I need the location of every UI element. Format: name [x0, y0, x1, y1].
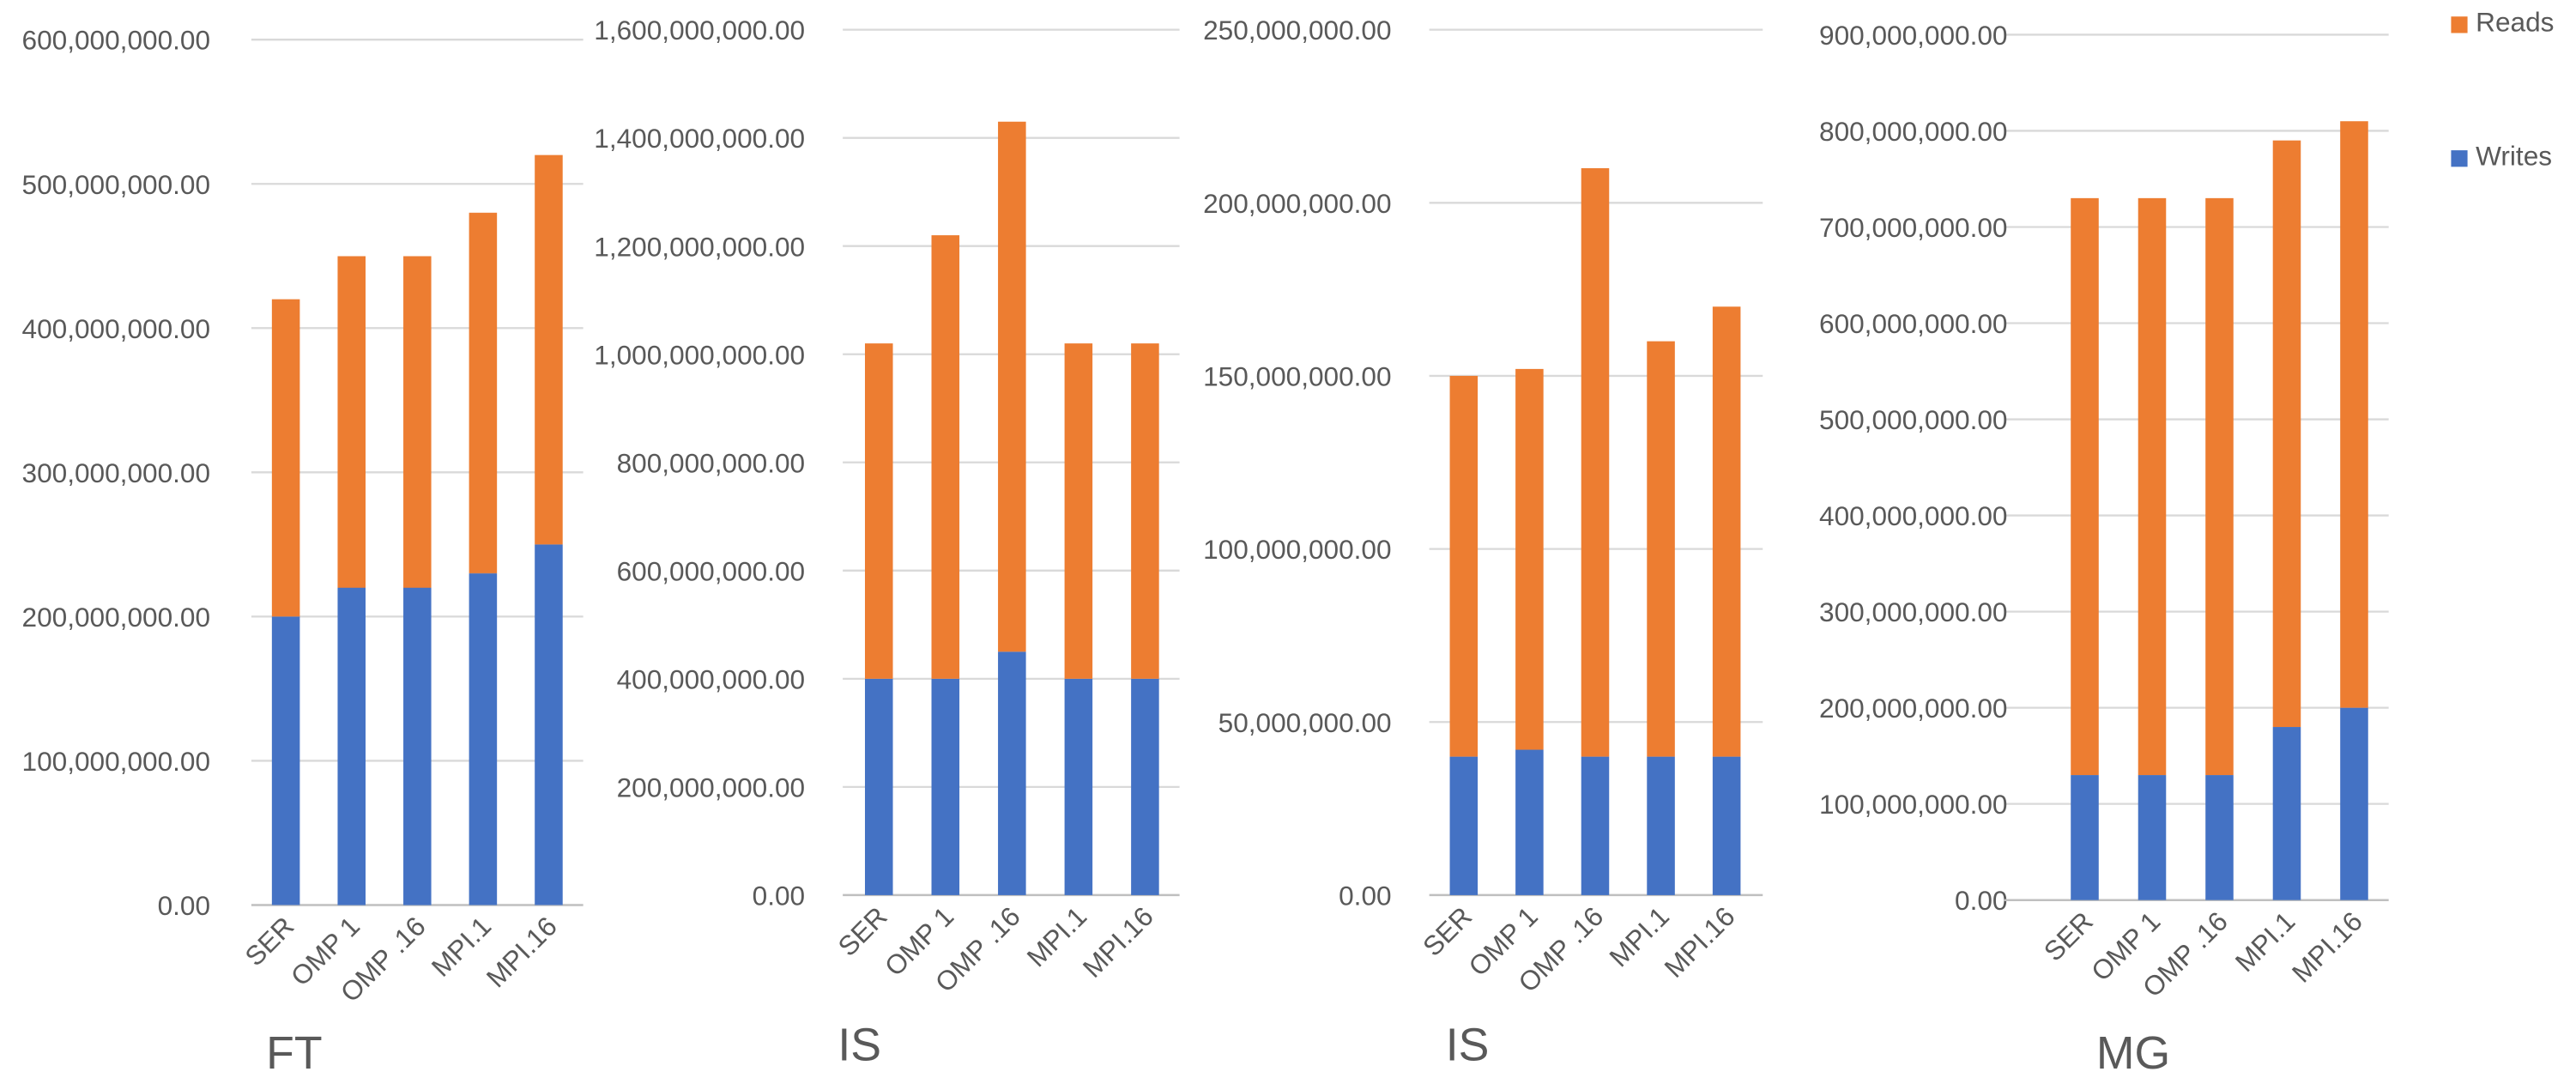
bar-writes	[2071, 775, 2099, 900]
y-tick-label: 250,000,000.00	[1203, 15, 1392, 45]
bar-writes	[2272, 727, 2301, 900]
y-tick-label: 100,000,000.00	[22, 746, 211, 777]
bar-writes	[2340, 707, 2368, 900]
y-tick-label: 500,000,000.00	[22, 169, 211, 200]
bar-writes	[1064, 678, 1093, 895]
bar-reads	[469, 212, 498, 573]
bar-writes	[403, 587, 432, 905]
y-tick-label: 50,000,000.00	[1218, 707, 1392, 738]
chart-title: IS	[838, 1019, 882, 1070]
y-tick-label: 400,000,000.00	[1819, 500, 2008, 531]
bar-writes	[535, 544, 563, 905]
bar-reads	[1712, 306, 1741, 757]
bar-reads	[1581, 167, 1610, 757]
bar-writes	[1581, 756, 1610, 895]
y-tick-label: 900,000,000.00	[1819, 20, 2008, 51]
bar-reads	[271, 299, 300, 617]
chart-legend: Reads Writes	[2451, 0, 2576, 198]
y-tick-label: 1,400,000,000.00	[594, 123, 805, 154]
y-tick-label: 0.00	[1339, 880, 1391, 911]
legend-item-writes: Writes	[2451, 142, 2552, 173]
y-tick-label: 700,000,000.00	[1819, 212, 2008, 243]
bar-reads	[1449, 375, 1478, 757]
bar-writes	[2205, 775, 2234, 900]
x-category-label: MPI.16	[1658, 900, 1740, 984]
bar-reads	[535, 154, 563, 545]
y-tick-label: 200,000,000.00	[1203, 188, 1392, 219]
bar-reads	[1131, 343, 1159, 679]
y-tick-label: 600,000,000.00	[1819, 308, 2008, 339]
chart-mg-plot: 0.00 100,000,000.00 200,000,000.00 300,000,…	[1819, 20, 2389, 1003]
bar-writes	[337, 587, 366, 905]
bar-reads	[1647, 341, 1675, 757]
chart-title: MG	[2095, 1026, 2171, 1079]
legend-label-writes: Writes	[2476, 142, 2553, 173]
y-tick-label: 600,000,000.00	[617, 555, 806, 586]
bar-writes	[931, 678, 960, 895]
chart-panel-ft: 0.00 100,000,000.00 200,000,000.00 300,000,…	[0, 0, 591, 1090]
y-tick-label: 200,000,000.00	[1819, 693, 2008, 724]
y-tick-label: 800,000,000.00	[1819, 116, 2008, 147]
reads-swatch-icon	[2451, 15, 2468, 33]
bar-reads	[931, 235, 960, 679]
chart-title: FT	[266, 1026, 323, 1079]
y-tick-label: 0.00	[753, 880, 805, 911]
chart-is-1-plot: 0.00 200,000,000.00 400,000,000.00 600,000,…	[594, 15, 1180, 998]
bar-writes	[998, 651, 1026, 895]
bar-reads	[2272, 140, 2301, 728]
chart-panel-is-1: 0.00 200,000,000.00 400,000,000.00 600,000,…	[591, 0, 1182, 1090]
bar-reads	[998, 121, 1026, 652]
y-tick-label: 500,000,000.00	[1819, 404, 2008, 435]
y-tick-label: 100,000,000.00	[1819, 789, 2008, 820]
y-tick-label: 300,000,000.00	[1819, 596, 2008, 627]
bar-reads	[1515, 368, 1544, 750]
y-tick-label: 300,000,000.00	[22, 457, 211, 488]
legend-item-reads: Reads	[2451, 9, 2554, 40]
bar-writes	[2138, 775, 2167, 900]
bar-reads	[2340, 121, 2368, 708]
y-tick-label: 150,000,000.00	[1203, 360, 1392, 391]
bar-writes	[1131, 678, 1159, 895]
chart-title: IS	[1445, 1019, 1490, 1070]
y-tick-label: 1,200,000,000.00	[594, 231, 805, 262]
y-tick-label: 200,000,000.00	[22, 602, 211, 633]
y-tick-label: 0.00	[1955, 885, 2007, 916]
bar-reads	[864, 343, 893, 679]
y-tick-label: 1,600,000,000.00	[594, 15, 805, 45]
bar-writes	[1647, 756, 1675, 895]
bar-reads	[403, 256, 432, 588]
y-tick-label: 600,000,000.00	[22, 25, 211, 56]
bar-reads	[1064, 343, 1093, 679]
x-category-label: MPI.16	[481, 911, 563, 994]
bar-writes	[469, 572, 498, 905]
bar-reads	[337, 256, 366, 588]
y-tick-label: 800,000,000.00	[617, 447, 806, 478]
chart-ft-plot: 0.00 100,000,000.00 200,000,000.00 300,000,…	[22, 25, 584, 1008]
chart-panel-mg: 0.00 100,000,000.00 200,000,000.00 300,000,…	[1791, 0, 2448, 1090]
bar-writes	[1449, 756, 1478, 895]
x-category-label: MPI.16	[1077, 900, 1159, 984]
bar-writes	[1712, 756, 1741, 895]
chart-is-2-plot: 0.00 50,000,000.00 100,000,000.00 150,000,0…	[1203, 15, 1763, 998]
bar-writes	[271, 616, 300, 905]
bar-writes	[1515, 749, 1544, 895]
y-tick-label: 0.00	[158, 890, 210, 921]
y-tick-label: 200,000,000.00	[617, 772, 806, 802]
chart-panel-is-2: 0.00 50,000,000.00 100,000,000.00 150,000,0…	[1182, 0, 1790, 1090]
y-tick-label: 1,000,000,000.00	[594, 339, 805, 370]
writes-swatch-icon	[2451, 149, 2468, 167]
legend-label-reads: Reads	[2476, 8, 2555, 39]
x-category-label: SER	[2038, 905, 2099, 967]
y-tick-label: 400,000,000.00	[22, 313, 211, 344]
bar-reads	[2138, 197, 2167, 776]
y-tick-label: 100,000,000.00	[1203, 534, 1392, 565]
bar-reads	[2071, 197, 2099, 776]
y-tick-label: 400,000,000.00	[617, 663, 806, 694]
bar-reads	[2205, 197, 2234, 776]
bar-writes	[864, 678, 893, 895]
x-category-label: MPI.16	[2286, 905, 2368, 989]
x-category-label: SER	[831, 900, 892, 962]
